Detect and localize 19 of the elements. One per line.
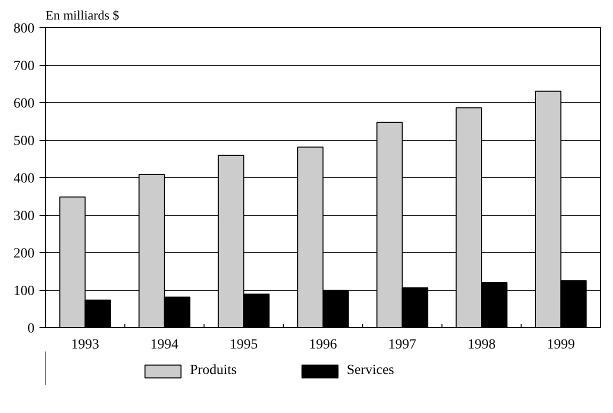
legend-label: Produits xyxy=(190,363,237,379)
y-tick-label: 800 xyxy=(14,22,34,36)
legend-label: Services xyxy=(346,363,394,379)
x-tick-label: 1996 xyxy=(309,338,337,352)
y-tick-label: 400 xyxy=(14,172,34,186)
x-tick-label: 1999 xyxy=(546,338,575,352)
y-tick-label: 300 xyxy=(14,209,34,224)
x-tick-label: 1994 xyxy=(150,338,178,352)
y-tick-label: 600 xyxy=(14,96,34,112)
x-tick-label: 1995 xyxy=(230,338,258,352)
x-tick-label: 1993 xyxy=(71,338,100,352)
y-tick-label: 0 xyxy=(28,322,34,336)
y-axis-title: En milliards $ xyxy=(46,8,120,22)
x-tick-label: 1998 xyxy=(468,338,496,352)
y-tick-label: 200 xyxy=(14,246,34,262)
x-tick-label: 1997 xyxy=(388,338,416,352)
y-tick-label: 100 xyxy=(14,284,34,299)
y-tick-label: 500 xyxy=(14,134,34,149)
y-tick-label: 700 xyxy=(14,59,34,74)
